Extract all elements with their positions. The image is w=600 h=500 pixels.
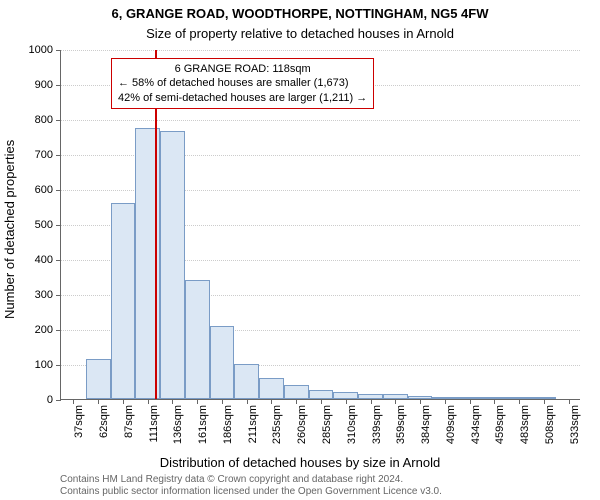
histogram-bar: [111, 203, 136, 399]
xtick-mark: [247, 399, 248, 404]
histogram-bar: [185, 280, 210, 399]
gridline: [61, 50, 580, 51]
x-axis-label: Distribution of detached houses by size …: [0, 455, 600, 470]
ytick-mark: [56, 260, 61, 261]
xtick-mark: [197, 399, 198, 404]
xtick-mark: [470, 399, 471, 404]
ytick-mark: [56, 190, 61, 191]
histogram-bar: [284, 385, 309, 399]
chart-container: { "title": { "line1": "6, GRANGE ROAD, W…: [0, 0, 600, 500]
ytick-mark: [56, 120, 61, 121]
chart-title: 6, GRANGE ROAD, WOODTHORPE, NOTTINGHAM, …: [0, 6, 600, 21]
histogram-bar: [333, 392, 358, 399]
histogram-bar: [86, 359, 111, 399]
xtick-mark: [172, 399, 173, 404]
xtick-label: 260sqm: [296, 405, 308, 444]
xtick-mark: [371, 399, 372, 404]
xtick-mark: [98, 399, 99, 404]
plot-area: 0100200300400500600700800900100037sqm62s…: [60, 50, 580, 400]
xtick-label: 409sqm: [445, 405, 457, 444]
xtick-label: 235sqm: [271, 405, 283, 444]
xtick-mark: [222, 399, 223, 404]
xtick-mark: [321, 399, 322, 404]
xtick-mark: [296, 399, 297, 404]
ytick-label: 100: [35, 359, 53, 371]
copyright-line-1: Contains HM Land Registry data © Crown c…: [60, 474, 580, 486]
xtick-label: 87sqm: [123, 405, 135, 438]
ytick-label: 400: [35, 254, 53, 266]
ytick-mark: [56, 330, 61, 331]
ytick-mark: [56, 365, 61, 366]
xtick-label: 384sqm: [420, 405, 432, 444]
xtick-mark: [420, 399, 421, 404]
xtick-label: 37sqm: [73, 405, 85, 438]
callout-box: 6 GRANGE ROAD: 118sqm← 58% of detached h…: [111, 58, 374, 109]
copyright-text: Contains HM Land Registry data © Crown c…: [60, 474, 580, 498]
xtick-label: 211sqm: [247, 405, 259, 443]
xtick-label: 111sqm: [148, 405, 160, 443]
xtick-mark: [544, 399, 545, 404]
xtick-label: 483sqm: [519, 405, 531, 444]
xtick-label: 434sqm: [470, 405, 482, 444]
ytick-mark: [56, 85, 61, 86]
xtick-label: 285sqm: [321, 405, 333, 444]
histogram-bar: [234, 364, 259, 399]
xtick-mark: [569, 399, 570, 404]
ytick-label: 700: [35, 149, 53, 161]
xtick-label: 533sqm: [569, 405, 581, 444]
histogram-bar: [259, 378, 284, 399]
callout-line: 6 GRANGE ROAD: 118sqm: [118, 62, 367, 76]
xtick-label: 161sqm: [197, 405, 209, 444]
ytick-label: 600: [35, 184, 53, 196]
xtick-label: 136sqm: [172, 405, 184, 444]
xtick-label: 186sqm: [222, 405, 234, 444]
callout-line: ← 58% of detached houses are smaller (1,…: [118, 76, 367, 90]
histogram-bar: [160, 131, 185, 399]
xtick-mark: [395, 399, 396, 404]
ytick-mark: [56, 50, 61, 51]
xtick-label: 310sqm: [346, 405, 358, 444]
chart-subtitle: Size of property relative to detached ho…: [0, 26, 600, 41]
ytick-label: 500: [35, 219, 53, 231]
xtick-mark: [148, 399, 149, 404]
y-axis-label: Number of detached properties: [2, 140, 17, 319]
xtick-mark: [73, 399, 74, 404]
ytick-mark: [56, 225, 61, 226]
ytick-mark: [56, 400, 61, 401]
xtick-label: 459sqm: [494, 405, 506, 444]
gridline: [61, 120, 580, 121]
ytick-label: 300: [35, 289, 53, 301]
xtick-label: 359sqm: [395, 405, 407, 444]
histogram-bar: [210, 326, 235, 400]
ytick-label: 800: [35, 114, 53, 126]
callout-line: 42% of semi-detached houses are larger (…: [118, 91, 367, 105]
ytick-mark: [56, 295, 61, 296]
xtick-mark: [445, 399, 446, 404]
ytick-label: 900: [35, 79, 53, 91]
xtick-mark: [519, 399, 520, 404]
ytick-label: 200: [35, 324, 53, 336]
ytick-mark: [56, 155, 61, 156]
xtick-label: 508sqm: [544, 405, 556, 444]
ytick-label: 1000: [29, 44, 53, 56]
xtick-label: 62sqm: [98, 405, 110, 438]
histogram-bar: [309, 390, 334, 399]
xtick-mark: [123, 399, 124, 404]
xtick-mark: [346, 399, 347, 404]
xtick-label: 339sqm: [371, 405, 383, 444]
copyright-line-2: Contains public sector information licen…: [60, 486, 580, 498]
xtick-mark: [271, 399, 272, 404]
ytick-label: 0: [47, 394, 53, 406]
xtick-mark: [494, 399, 495, 404]
